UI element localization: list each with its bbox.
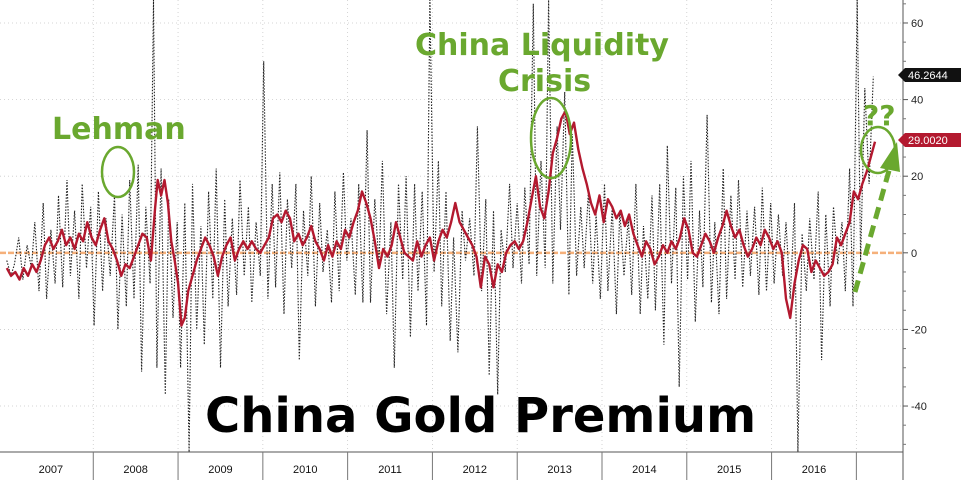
solid-value-flag bbox=[898, 133, 961, 147]
liquidity-circle bbox=[529, 96, 573, 180]
x-tick-label: 2007 bbox=[39, 464, 63, 476]
dotted-value-label: 46.2644 bbox=[908, 70, 948, 82]
trend-arrow-head bbox=[880, 142, 900, 172]
y-tick-label: -20 bbox=[911, 324, 927, 336]
x-tick-label: 2014 bbox=[632, 464, 656, 476]
trend-arrow-line bbox=[852, 166, 893, 293]
x-tick-label: 2010 bbox=[293, 464, 317, 476]
dotted-value-flag bbox=[898, 68, 961, 82]
annotations: Lehman China Liquidity Crisis ?? bbox=[52, 28, 900, 293]
y-tick-label: 20 bbox=[911, 171, 923, 183]
solid-series-line bbox=[5, 109, 877, 327]
chart-title: China Gold Premium bbox=[205, 388, 756, 444]
solid-series-group bbox=[5, 109, 877, 327]
y-tick-label: 40 bbox=[911, 95, 923, 107]
x-tick-label: 2011 bbox=[378, 464, 402, 476]
solid-value-label: 29.0020 bbox=[908, 135, 948, 147]
x-tick-label: 2012 bbox=[463, 464, 487, 476]
y-tick-label: 60 bbox=[911, 18, 923, 30]
x-tick-label: 2008 bbox=[123, 464, 147, 476]
y-axis-ticks: 60 40 20 0 -20 -40 bbox=[903, 3, 927, 445]
last-value-flags: 46.2644 29.0020 bbox=[898, 68, 961, 147]
x-tick-label: 2009 bbox=[208, 464, 232, 476]
lehman-circle bbox=[100, 145, 136, 199]
x-tick-label: 2013 bbox=[547, 464, 571, 476]
annotation-crisis: Crisis bbox=[498, 64, 591, 99]
y-tick-label: 0 bbox=[911, 248, 917, 260]
y-tick-label: -40 bbox=[911, 401, 927, 413]
annotation-china-liquidity: China Liquidity bbox=[415, 28, 669, 63]
x-axis-ticks: 2007 2008 2009 2010 2011 2012 2013 2014 2015 2016 bbox=[39, 452, 857, 480]
x-tick-label: 2015 bbox=[717, 464, 741, 476]
annotation-lehman: Lehman bbox=[52, 112, 186, 147]
x-tick-label: 2016 bbox=[802, 464, 826, 476]
